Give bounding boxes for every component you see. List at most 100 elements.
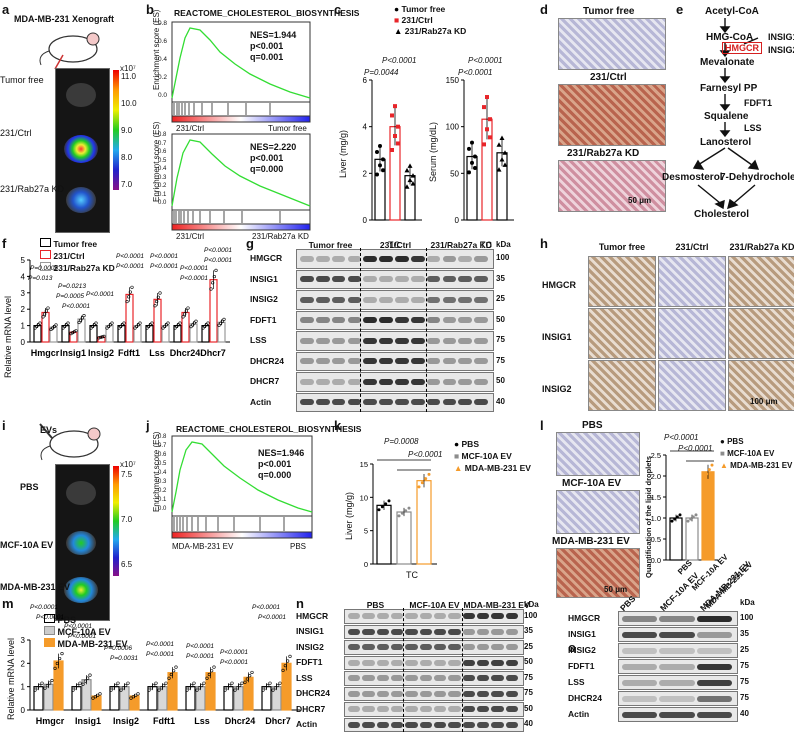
blot-band — [316, 338, 330, 344]
data-point — [687, 520, 690, 523]
y-tick-label: 6 — [363, 76, 368, 85]
k-p1: P=0.0008 — [384, 437, 418, 446]
blot-band — [659, 664, 694, 670]
f-pvalue: P<0.0001 — [116, 263, 144, 270]
ihc-l-1 — [556, 432, 640, 476]
data-point — [213, 666, 216, 669]
blot-band — [477, 644, 489, 650]
data-point — [470, 161, 474, 165]
blot-band — [395, 276, 409, 282]
data-point — [67, 322, 70, 325]
blot-band — [463, 629, 475, 635]
blot-band — [348, 691, 360, 697]
h-row-label: INSIG1 — [542, 332, 572, 342]
blot-band — [448, 644, 460, 650]
f-pvalue: P<0.0001 — [62, 303, 90, 310]
blot-band — [659, 712, 694, 718]
data-point — [473, 166, 477, 170]
bar-dhcr24-pbs — [224, 687, 233, 710]
blot-band — [332, 338, 346, 344]
data-point — [705, 473, 708, 476]
blot-band — [391, 691, 403, 697]
bar-insig1-231-rab27a-kd — [78, 319, 85, 342]
bar-insig1-pbs — [72, 687, 81, 710]
b-tick-2: 0.7 — [158, 141, 166, 147]
e-desmosterol: Desmosterol — [662, 172, 723, 183]
m-pvalue: P<0.0001 — [146, 641, 174, 648]
data-point — [193, 682, 196, 685]
blot-band — [622, 632, 657, 638]
bar-0 — [377, 505, 391, 564]
blot-row-label: LSS — [568, 677, 585, 687]
data-point — [673, 518, 676, 521]
b-tick-2: 0.8 — [158, 132, 166, 138]
data-point — [79, 682, 82, 685]
blot-band — [332, 256, 346, 262]
blot-band — [316, 358, 330, 364]
blot-band — [477, 675, 489, 681]
blot-kda: 75 — [740, 661, 749, 670]
blot-band — [659, 632, 694, 638]
colorbar-i-tick: 7.0 — [121, 515, 132, 524]
row-label-i-3: MDA-MB-231 EV — [0, 582, 70, 592]
data-point — [485, 95, 489, 99]
blot-kda: 100 — [496, 253, 509, 262]
x-tick-label: Dhcr7 — [265, 716, 291, 726]
blot-band — [377, 660, 389, 666]
blot-band — [377, 675, 389, 681]
data-point — [187, 307, 190, 310]
colorbar-exp-i: x10⁷ — [120, 460, 136, 469]
f-pvalue: P<0.0001 — [180, 265, 208, 272]
data-point — [676, 515, 679, 518]
blot-band — [474, 358, 488, 364]
bar-2 — [702, 472, 714, 560]
blot-band — [474, 256, 488, 262]
blot-band — [379, 338, 393, 344]
data-point — [689, 518, 692, 521]
y-tick-label: 15 — [360, 460, 368, 469]
bar-dhcr24-mcf-10a-ev — [234, 687, 243, 710]
blot-band — [395, 256, 409, 262]
k-xlabel: TC — [406, 570, 418, 580]
blot-strip-insig2 — [618, 643, 738, 658]
x-tick-label: Dhcr24 — [225, 716, 256, 726]
panel-label-d: d — [540, 2, 548, 17]
data-point — [111, 322, 114, 325]
data-point — [179, 322, 182, 325]
blot-band — [405, 629, 417, 635]
e-lanosterol: Lanosterol — [700, 137, 751, 148]
blot-band — [622, 648, 657, 654]
y-tick-label: 2 — [21, 305, 26, 314]
blot-band — [363, 399, 377, 405]
panel-a-title: MDA-MB-231 Xenograft — [14, 14, 114, 24]
blot-band — [448, 675, 460, 681]
blot-band — [362, 629, 374, 635]
blot-band — [348, 675, 360, 681]
j-tick: 0.6 — [158, 452, 166, 458]
data-point — [378, 144, 382, 148]
b-tick-2: 0.0 — [158, 200, 166, 206]
blot-band — [348, 722, 360, 728]
data-point — [497, 142, 502, 147]
data-point — [55, 324, 58, 327]
y-tick-label: 2 — [363, 169, 368, 178]
y-tick-label: 1 — [21, 322, 26, 331]
data-point — [393, 134, 397, 138]
b-tick-2: 0.3 — [158, 175, 166, 181]
b-tick-2: 0.4 — [158, 166, 166, 172]
blot-strip-insig1 — [618, 627, 738, 642]
m-pvalue: P<0.0001 — [186, 653, 214, 660]
colorbar-i-tick: 7.5 — [121, 470, 132, 479]
blot-band — [362, 613, 374, 619]
blot-band — [506, 691, 518, 697]
m-pvalue: P<0.0001 — [64, 623, 92, 630]
e-mevalonate: Mevalonate — [700, 57, 754, 68]
blot-band — [411, 399, 425, 405]
data-point — [151, 322, 154, 325]
blot-band — [477, 660, 489, 666]
blot-band — [363, 276, 377, 282]
blot-band — [379, 379, 393, 385]
m-pvalue: P<0.0001 — [186, 643, 214, 650]
